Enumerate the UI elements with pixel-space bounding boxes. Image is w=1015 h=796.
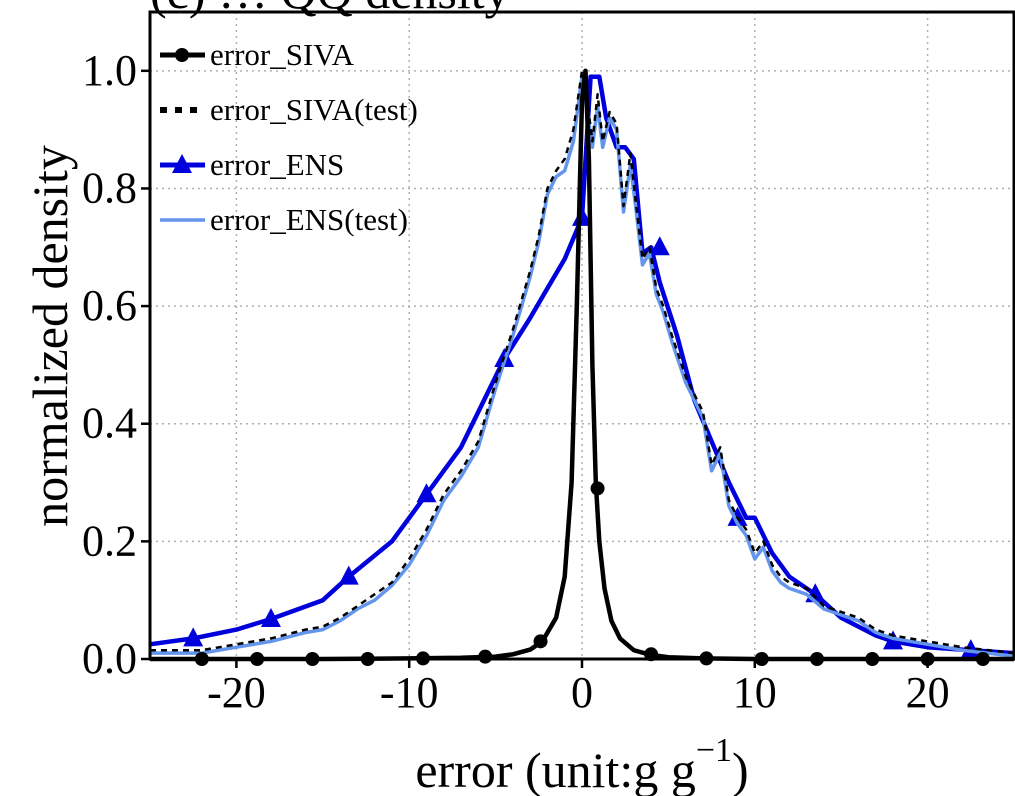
chart-title: (c) … QQ density [150,0,510,19]
x-axis-label: error (unit:g g−1) [415,732,748,796]
legend-label: error_SIVA [210,37,355,72]
series-marker-2 [260,608,281,628]
x-axis-label-suffix: ) [732,742,749,796]
series-marker-2 [183,627,204,647]
x-axis-label-sup: −1 [696,732,732,769]
y-tick-label: 0.0 [82,634,137,683]
series-line-1 [150,69,1015,655]
legend-label: error_ENS [210,147,344,182]
y-tick-label: 1.0 [82,46,137,95]
y-tick-label: 0.2 [82,516,137,565]
legend: error_SIVA error_SIVA(test) error_ENSerror… [160,37,418,237]
series-marker-0 [590,481,605,496]
legend-marker [172,154,192,173]
legend-label: error_ENS(test) [210,202,408,237]
y-tick-label: 0.4 [82,399,137,448]
x-tick-label: -10 [380,668,439,717]
x-tick-label: 10 [733,668,777,717]
legend-marker [175,48,189,62]
x-tick-label: 20 [906,668,950,717]
series-marker-2 [649,236,670,256]
legend-label: error_SIVA(test) [210,92,418,127]
x-tick-label: -20 [207,668,266,717]
x-axis-label-main: error (unit:g g [415,742,695,796]
series-marker-0 [478,649,493,664]
ticks: -20 -10 0 10 20 0.0 0.2 0.4 0.6 0.8 1.0 [82,46,950,717]
y-tick-label: 0.8 [82,163,137,212]
y-axis-label: normalized density [22,145,78,527]
series-marker-2 [416,483,437,503]
x-tick-label: 0 [571,668,593,717]
series-marker-2 [338,565,359,585]
series-marker-0 [533,634,548,649]
y-tick-label: 0.6 [82,281,137,330]
